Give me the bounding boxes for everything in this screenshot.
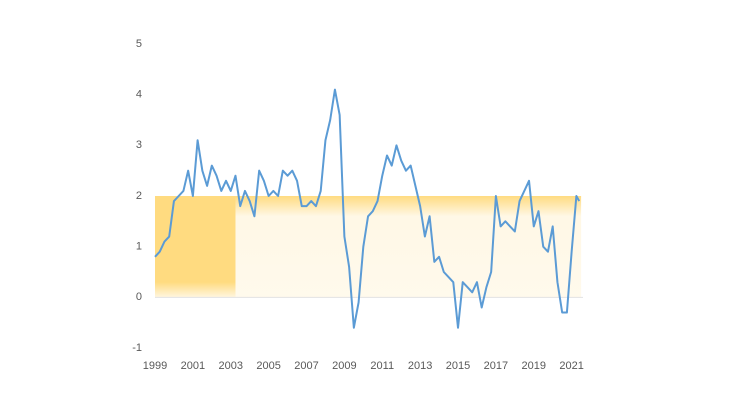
y-tick-label: 0 xyxy=(136,291,142,303)
y-tick-label: 3 xyxy=(136,139,142,151)
x-tick-label: 2007 xyxy=(294,360,318,372)
x-tick-label: 2017 xyxy=(484,360,508,372)
x-tick-label: 2001 xyxy=(181,360,205,372)
x-tick-label: 2005 xyxy=(256,360,280,372)
x-tick-label: 2015 xyxy=(446,360,470,372)
x-tick-label: 2013 xyxy=(408,360,432,372)
x-tick-label: 2003 xyxy=(219,360,243,372)
line xyxy=(154,88,581,329)
target-band xyxy=(235,196,582,298)
y-tick-label: -1 xyxy=(132,342,142,354)
y-tick-label: 4 xyxy=(136,89,142,101)
y-tick-label: 2 xyxy=(136,190,142,202)
y-tick-label: 5 xyxy=(136,38,142,50)
x-tick-label: 2011 xyxy=(370,360,394,372)
x-tick-label: 2019 xyxy=(522,360,546,372)
x-tick-label: 2021 xyxy=(559,360,583,372)
target-band xyxy=(155,196,236,298)
x-tick-label: 2009 xyxy=(332,360,356,372)
x-tick-label: 1999 xyxy=(143,360,167,372)
y-tick-label: 1 xyxy=(136,241,142,253)
